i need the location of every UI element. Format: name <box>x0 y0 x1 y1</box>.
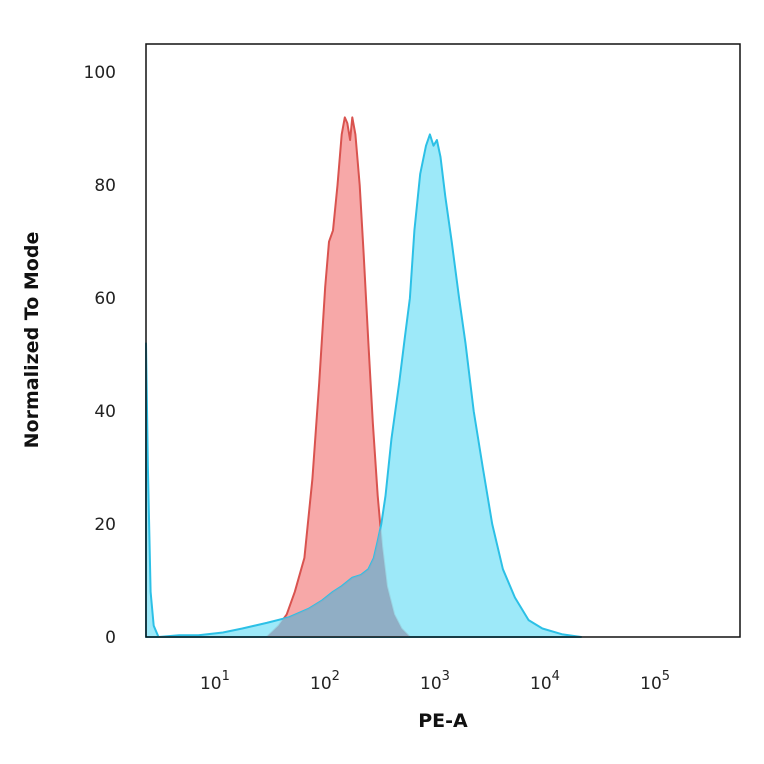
series-layer <box>145 116 583 638</box>
y-tick-label: 80 <box>94 176 116 196</box>
x-tick-label: 104 <box>530 669 560 694</box>
x-axis-title: PE-A <box>418 710 468 732</box>
x-tick-label: 105 <box>640 669 670 694</box>
y-tick-label: 0 <box>105 628 116 648</box>
x-axis: 101 102 103 104 105 <box>200 669 670 694</box>
x-tick-label: 103 <box>420 669 450 694</box>
histogram-series-2 <box>145 133 583 638</box>
x-tick-label: 102 <box>310 669 340 694</box>
y-tick-label: 60 <box>94 289 116 309</box>
y-axis: 0 20 40 60 80 100 <box>84 63 116 648</box>
y-tick-label: 40 <box>94 402 116 422</box>
plot-area <box>145 43 741 638</box>
plot-frame <box>145 43 741 638</box>
y-tick-label: 100 <box>84 63 116 83</box>
y-tick-label: 20 <box>94 515 116 535</box>
x-tick-label: 101 <box>200 669 230 694</box>
y-axis-title: Normalized To Mode <box>21 232 43 449</box>
